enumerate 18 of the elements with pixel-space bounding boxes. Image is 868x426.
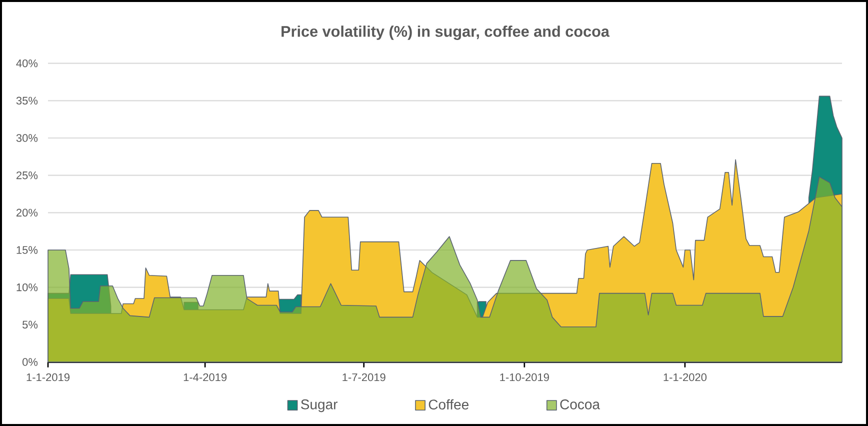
y-tick-label: 0% xyxy=(22,358,38,366)
y-tick-label: 5% xyxy=(22,320,38,329)
y-tick-label: 40% xyxy=(16,59,38,68)
legend-label: Sugar xyxy=(301,399,338,412)
x-tick-label: 1-10-2019 xyxy=(500,373,549,382)
x-tick-label: 1-1-2019 xyxy=(26,373,70,382)
legend-label: Cocoa xyxy=(560,399,600,410)
y-tick-label: 25% xyxy=(16,171,38,180)
y-tick-label: 15% xyxy=(16,246,38,254)
y-tick-label: 10% xyxy=(16,283,38,292)
x-tick-label: 1-7-2019 xyxy=(342,373,386,382)
y-tick-label: 30% xyxy=(16,134,38,142)
y-tick-label: 20% xyxy=(16,208,38,217)
x-tick-label: 1-4-2019 xyxy=(184,373,227,382)
x-tick-label: 1-1-2020 xyxy=(664,373,707,382)
y-tick-label: 35% xyxy=(16,96,38,105)
chart-title: Price volatility (%) in sugar, coffee and cocoa xyxy=(282,26,610,40)
legend-label: Coffee xyxy=(428,399,469,410)
